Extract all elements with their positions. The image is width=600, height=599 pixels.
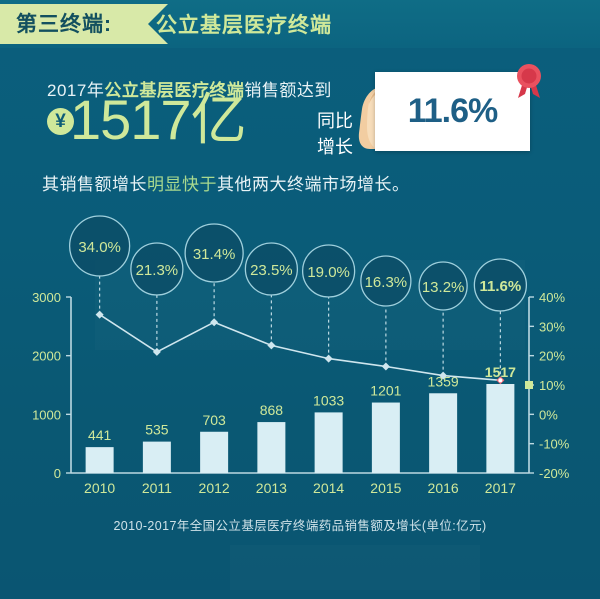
header-chip: 第三终端: (0, 4, 168, 44)
bar-value-label: 535 (145, 422, 169, 438)
hero-headline-suffix: 销售额达到 (244, 81, 332, 100)
category-label: 2011 (142, 480, 172, 496)
right-axis-tick-label: 30% (539, 319, 565, 334)
growth-bubble[interactable] (418, 261, 468, 311)
right-axis-tick-label: 20% (539, 349, 565, 364)
bar-value-label: 868 (260, 402, 284, 418)
bar[interactable] (371, 402, 400, 473)
left-axis-tick-label: 1000 (32, 407, 61, 422)
bar[interactable] (314, 412, 343, 473)
bar[interactable] (142, 441, 171, 473)
line-marker-highlight-core (498, 378, 503, 383)
award-ribbon-icon (517, 64, 541, 98)
category-label: 2013 (256, 480, 287, 496)
hero-headline-prefix: 2017年 (47, 81, 105, 100)
left-axis-tick-label: 3000 (32, 290, 61, 305)
growth-line (99, 313, 501, 382)
line-marker[interactable] (152, 347, 161, 356)
category-label: 2017 (485, 480, 516, 496)
growth-bubble-label: 21.3% (136, 262, 179, 279)
growth-bubble-label: 11.6% (480, 278, 522, 295)
hero-big-value: 1517亿 (70, 88, 247, 151)
right-axis-legend-marker (525, 381, 533, 389)
right-axis-tick-label: -20% (539, 466, 570, 481)
growth-bubble-label: 13.2% (422, 279, 465, 296)
right-axis-tick-label: 10% (539, 378, 565, 393)
category-label: 2015 (370, 480, 401, 496)
header-chip-label: 第三终端: (16, 12, 112, 36)
bar[interactable] (85, 447, 114, 473)
hero-subline: 其销售额增长明显快于其他两大终端市场增长。 (42, 170, 410, 195)
growth-bubble[interactable] (301, 244, 356, 298)
growth-bubble-label: 16.3% (365, 274, 408, 291)
bar[interactable] (200, 431, 229, 473)
background-texture (230, 545, 480, 590)
line-marker[interactable] (381, 362, 390, 371)
line-marker[interactable] (439, 371, 448, 380)
header-band: 第三终端: 公立基层医疗终端 (0, 0, 600, 48)
line-marker[interactable] (324, 354, 333, 363)
growth-bubble[interactable] (244, 242, 299, 296)
growth-bubble[interactable] (360, 255, 412, 307)
bar-value-label: 441 (88, 427, 112, 443)
growth-bubble-label: 23.5% (250, 262, 293, 279)
line-marker[interactable] (267, 341, 276, 350)
left-axis-tick-label: 2000 (32, 349, 61, 364)
bar-value-label: 703 (202, 412, 226, 428)
growth-bubble-label: 34.0% (78, 239, 121, 256)
hero-headline-highlight: 公立基层医疗终端 (104, 81, 245, 100)
yoy-card: 11.6% (375, 72, 530, 151)
line-marker[interactable] (210, 318, 219, 327)
bar-value-label: 1359 (428, 373, 459, 389)
growth-bubble[interactable] (473, 258, 528, 312)
page-title: 公立基层医疗终端 (156, 14, 332, 37)
chart-area: 3000 2000 1000 0 40% 30% 20% 10% 0% -10% -20% 441 20… (0, 213, 600, 525)
category-label: 2016 (428, 480, 459, 496)
bar[interactable] (486, 384, 515, 473)
yoy-label: 同比 增长 (305, 108, 365, 160)
hero-subline-suffix: 其他两大终端市场增长。 (217, 175, 410, 194)
growth-bubble-label: 31.4% (193, 246, 236, 263)
hero-subline-prefix: 其销售额增长 (42, 175, 147, 194)
category-label: 2010 (84, 480, 115, 496)
left-axis-tick-label: 0 (54, 466, 61, 481)
hero-subline-highlight: 明显快于 (147, 175, 217, 194)
hero-headline: 2017年公立基层医疗终端销售额达到 (47, 76, 332, 101)
bar-value-label: 1201 (370, 383, 401, 399)
bar-value-label: 1033 (313, 392, 344, 408)
growth-bubble[interactable] (130, 242, 184, 296)
right-axis-tick-label: 0% (539, 407, 558, 422)
chart-caption: 2010-2017年全国公立基层医疗终端药品销售额及增长(单位:亿元) (113, 519, 487, 533)
yoy-value: 11.6% (407, 92, 499, 130)
right-axis-tick-label: 40% (539, 290, 565, 305)
right-axis-tick-label: -10% (539, 437, 570, 452)
bar[interactable] (429, 393, 458, 473)
chart-svg: 3000 2000 1000 0 40% 30% 20% 10% 0% -10% -20% 441 20… (32, 215, 570, 496)
currency-badge: ¥ (47, 108, 74, 135)
bar[interactable] (257, 422, 286, 473)
hero-section: 2017年公立基层医疗终端销售额达到 ¥ 1517亿 同比 增长 11.6% 其… (0, 48, 600, 213)
yoy-label-line1: 同比 (317, 111, 353, 131)
line-marker[interactable] (95, 310, 104, 319)
yoy-label-line2: 增长 (317, 137, 353, 157)
category-label: 2014 (313, 480, 344, 496)
growth-bubble[interactable] (68, 215, 131, 277)
category-label: 2012 (199, 480, 230, 496)
growth-bubble[interactable] (184, 223, 244, 283)
growth-bubble-label: 19.0% (307, 264, 350, 281)
